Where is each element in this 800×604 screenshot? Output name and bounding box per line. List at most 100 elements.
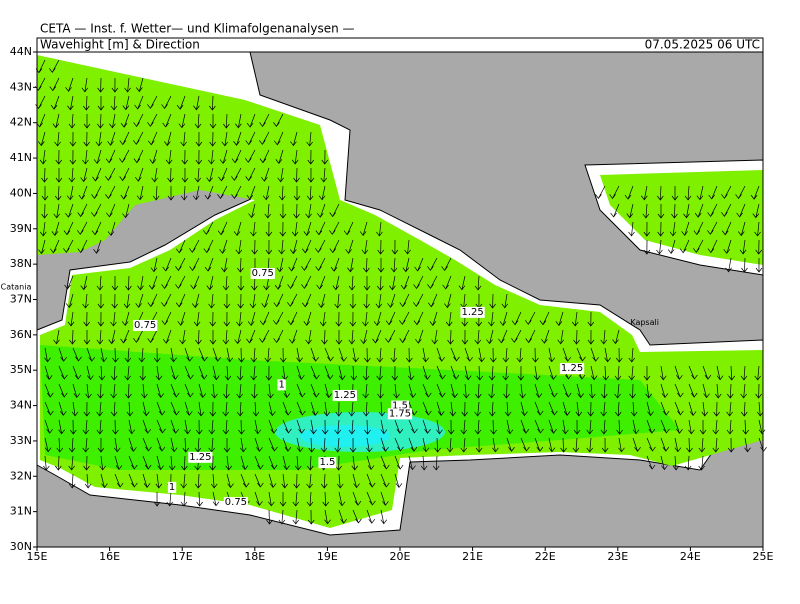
wave-arrow	[209, 311, 216, 327]
wave-arrow	[113, 437, 121, 453]
wave-arrow	[701, 401, 709, 417]
wave-arrow	[562, 401, 571, 416]
wave-arrow	[699, 419, 707, 435]
wave-arrow	[259, 149, 270, 164]
wave-arrow	[702, 383, 710, 399]
wave-arrow	[352, 509, 362, 524]
wave-arrow	[36, 113, 46, 128]
wave-arrow	[399, 311, 410, 325]
wave-arrow	[178, 113, 186, 129]
wave-arrow	[153, 347, 161, 363]
wave-arrow	[436, 419, 443, 435]
wave-arrow	[380, 455, 390, 470]
wave-arrow	[64, 275, 74, 290]
wave-arrow	[161, 275, 172, 290]
wave-arrow	[362, 383, 369, 399]
wave-arrow	[402, 257, 410, 273]
wave-arrow	[83, 329, 91, 345]
wave-arrow	[68, 455, 75, 471]
wave-arrow	[366, 455, 375, 470]
wave-arrow	[142, 455, 152, 470]
wave-arrow	[335, 401, 343, 417]
wave-peak	[40, 345, 680, 470]
wave-arrow	[135, 293, 144, 308]
wave-arrow	[721, 203, 732, 217]
wave-arrow	[587, 329, 595, 345]
wave-arrow	[408, 437, 418, 452]
y-tick-label: 40N	[10, 186, 32, 199]
wave-arrow	[335, 329, 343, 345]
wave-arrow	[155, 365, 163, 381]
wave-arrow	[238, 419, 245, 435]
contour-label-bg	[332, 389, 357, 401]
wave-arrow	[698, 437, 706, 453]
wave-arrow	[511, 311, 522, 326]
wave-arrow	[364, 347, 371, 363]
wave-arrow	[645, 383, 652, 399]
y-tick-label: 38N	[10, 257, 32, 270]
wave-arrow	[323, 401, 331, 417]
wave-arrow	[629, 383, 636, 399]
wave-arrow	[231, 149, 242, 164]
wave-arrow	[150, 257, 158, 273]
wave-arrow	[278, 239, 285, 255]
wave-arrow	[133, 113, 144, 128]
wave-arrow	[97, 383, 104, 399]
wave-arrow	[427, 275, 438, 289]
wave-arrow	[198, 383, 207, 399]
wave-arrow	[194, 473, 202, 489]
wave-arrow	[464, 347, 473, 362]
wave-arrow	[82, 419, 90, 435]
wave-arrow	[338, 491, 346, 507]
wave-arrow	[175, 293, 186, 308]
wave-arrow	[498, 329, 508, 344]
wave-arrow	[252, 401, 260, 417]
wave-arrow	[389, 275, 396, 291]
wave-arrow	[222, 401, 229, 417]
contour-label-bg	[188, 451, 213, 463]
wave-arrow	[223, 293, 231, 309]
wave-arrow	[265, 239, 273, 255]
wave-arrow	[68, 113, 76, 129]
wave-arrow	[114, 455, 123, 471]
wave-arrow	[413, 311, 424, 326]
timestamp: 07.05.2025 06 UTC	[645, 38, 760, 52]
wave-arrow	[231, 167, 242, 181]
wave-arrow	[499, 311, 508, 327]
wave-arrow	[83, 401, 91, 417]
x-tick-label: 18E	[244, 550, 265, 563]
wave-arrow	[628, 365, 635, 381]
wave-arrow	[601, 383, 608, 399]
wave-arrow	[166, 491, 173, 507]
wave-arrow	[179, 329, 186, 345]
wave-arrow	[128, 473, 138, 488]
wave-arrow	[320, 167, 328, 183]
wave-arrow	[450, 383, 458, 399]
wave-arrow	[361, 239, 369, 255]
wave-arrow	[70, 419, 77, 435]
wave-arrow	[105, 185, 116, 199]
wave-arrow	[114, 473, 124, 488]
wave-arrow	[422, 419, 431, 434]
wave-arrow	[209, 455, 216, 471]
wave-arrow	[97, 293, 105, 309]
wave-arrow	[376, 221, 383, 237]
wave-arrow	[441, 257, 452, 272]
wave-arrow	[681, 221, 690, 236]
y-tick-label: 34N	[10, 399, 32, 412]
wave-arrow	[501, 293, 509, 309]
wave-arrow	[161, 293, 172, 307]
wave-arrow	[141, 383, 148, 399]
wave-arrow	[282, 437, 292, 452]
wave-arrow	[660, 455, 668, 471]
wave-arrow	[324, 383, 333, 399]
wave-arrow	[474, 329, 482, 345]
wave-arrow	[67, 311, 75, 327]
y-tick-label: 37N	[10, 293, 32, 306]
wave-arrow	[161, 95, 172, 110]
wave-arrow	[83, 311, 90, 327]
wave-arrow	[660, 401, 670, 416]
wave-arrow	[177, 311, 186, 326]
wave-arrow	[126, 401, 134, 417]
wave-arrow	[562, 347, 572, 362]
